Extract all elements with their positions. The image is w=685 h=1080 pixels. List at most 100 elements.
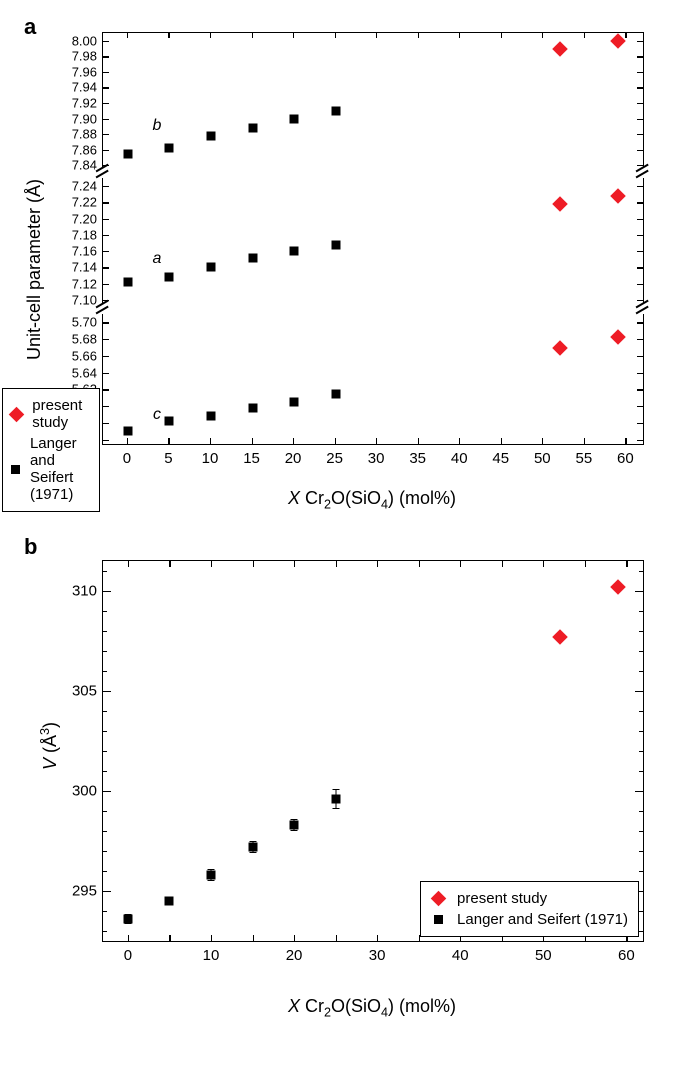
- figure-a: a Unit-cell parameter (Å) 7.847.867.887.…: [20, 20, 665, 510]
- data-point-langer: [165, 144, 174, 153]
- panel-b-label: b: [24, 534, 37, 560]
- xtick-label: 0: [123, 444, 131, 467]
- data-point-langer: [248, 843, 257, 852]
- ytick-label: 5.66: [72, 348, 103, 363]
- xtick-label: 40: [452, 941, 469, 964]
- data-point-langer: [331, 389, 340, 398]
- ytick-label: 7.92: [72, 96, 103, 111]
- series-label-a: a: [153, 250, 162, 268]
- ytick-label: 295: [72, 883, 103, 900]
- xtick-label: 15: [243, 444, 260, 467]
- data-point-present: [552, 340, 568, 356]
- panel-b-ylabel: V (Å3): [38, 722, 61, 770]
- data-point-langer: [248, 253, 257, 262]
- ytick-label: 5.64: [72, 365, 103, 380]
- panel-a-legend: present study Langer and Seifert (1971): [2, 388, 100, 512]
- data-point-langer: [165, 273, 174, 282]
- ytick-label: 305: [72, 683, 103, 700]
- xtick-label: 30: [369, 941, 386, 964]
- data-point-langer: [123, 149, 132, 158]
- ytick-label: 7.98: [72, 49, 103, 64]
- xtick-label: 50: [534, 444, 551, 467]
- data-point-langer: [207, 263, 216, 272]
- data-point-present: [610, 188, 626, 204]
- legend-label-present: present study: [457, 890, 547, 907]
- data-point-present: [610, 579, 626, 595]
- ytick-label: 7.16: [72, 244, 103, 259]
- ytick-label: 7.24: [72, 179, 103, 194]
- series-label-c: c: [153, 406, 161, 424]
- legend-item-present: present study: [429, 888, 628, 909]
- square-icon: [11, 465, 20, 474]
- data-point-langer: [248, 123, 257, 132]
- axis-break-icon: [635, 304, 649, 312]
- ytick-label: 7.18: [72, 227, 103, 242]
- ytick-label: 7.86: [72, 142, 103, 157]
- axis-break-icon: [95, 304, 109, 312]
- figure-b: b V (Å3) 2953003053100102030405060presen…: [20, 540, 665, 1030]
- data-point-present: [610, 33, 626, 49]
- data-point-langer: [207, 871, 216, 880]
- xtick-label: 20: [285, 444, 302, 467]
- data-point-langer: [290, 821, 299, 830]
- data-point-present: [552, 629, 568, 645]
- panel-a-xlabel: X Cr2O(SiO4) (mol%): [102, 488, 642, 512]
- panel-b-legend: present study Langer and Seifert (1971): [420, 881, 639, 937]
- axis-break-icon: [95, 168, 109, 176]
- legend-item-present: present study: [11, 395, 89, 433]
- ytick-label: 7.20: [72, 211, 103, 226]
- panel-b-xlabel: X Cr2O(SiO4) (mol%): [102, 996, 642, 1020]
- ytick-label: 7.88: [72, 127, 103, 142]
- data-point-langer: [123, 427, 132, 436]
- xtick-label: 60: [618, 941, 635, 964]
- xtick-label: 60: [617, 444, 634, 467]
- legend-item-langer: Langer and Seifert (1971): [429, 909, 628, 930]
- xtick-label: 50: [535, 941, 552, 964]
- panel-a-label: a: [24, 14, 36, 40]
- ytick-label: 5.68: [72, 332, 103, 347]
- panel-a-subplot-1: 7.107.127.147.167.187.207.227.24a: [102, 178, 644, 308]
- diamond-icon: [9, 406, 25, 422]
- panel-a-ylabel: Unit-cell parameter (Å): [24, 179, 45, 360]
- ytick-label: 7.14: [72, 260, 103, 275]
- diamond-icon: [430, 891, 446, 907]
- xtick-label: 10: [203, 941, 220, 964]
- ytick-label: 5.70: [72, 315, 103, 330]
- data-point-present: [552, 196, 568, 212]
- panel-a-subplot-0: 7.847.867.887.907.927.947.967.988.00b: [102, 32, 644, 173]
- ytick-label: 7.22: [72, 195, 103, 210]
- data-point-langer: [331, 240, 340, 249]
- data-point-langer: [290, 114, 299, 123]
- data-point-langer: [290, 398, 299, 407]
- xtick-label: 35: [409, 444, 426, 467]
- data-point-langer: [248, 403, 257, 412]
- panel-a-subplot-2: 5.565.585.605.625.645.665.685.70c: [102, 314, 644, 445]
- xtick-label: 45: [492, 444, 509, 467]
- square-icon: [434, 915, 443, 924]
- ytick-label: 300: [72, 783, 103, 800]
- legend-label-langer: Langer and Seifert (1971): [457, 911, 628, 928]
- xtick-label: 10: [202, 444, 219, 467]
- xtick-label: 20: [286, 941, 303, 964]
- xtick-label: 30: [368, 444, 385, 467]
- data-point-langer: [165, 897, 174, 906]
- legend-label-langer: Langer and Seifert (1971): [30, 435, 89, 503]
- ytick-label: 7.12: [72, 276, 103, 291]
- ytick-label: 7.96: [72, 64, 103, 79]
- data-point-langer: [123, 915, 132, 924]
- legend-item-langer: Langer and Seifert (1971): [11, 433, 89, 505]
- data-point-langer: [207, 131, 216, 140]
- xtick-label: 25: [326, 444, 343, 467]
- data-point-present: [552, 41, 568, 57]
- series-label-b: b: [153, 117, 162, 135]
- data-point-langer: [331, 795, 340, 804]
- xtick-label: 40: [451, 444, 468, 467]
- ytick-label: 310: [72, 583, 103, 600]
- ytick-label: 7.94: [72, 80, 103, 95]
- data-point-langer: [331, 106, 340, 115]
- data-point-langer: [165, 417, 174, 426]
- panel-b-plot: 2953003053100102030405060present studyLa…: [102, 560, 644, 942]
- data-point-langer: [207, 412, 216, 421]
- legend-label-present: present study: [32, 397, 89, 431]
- data-point-present: [610, 330, 626, 346]
